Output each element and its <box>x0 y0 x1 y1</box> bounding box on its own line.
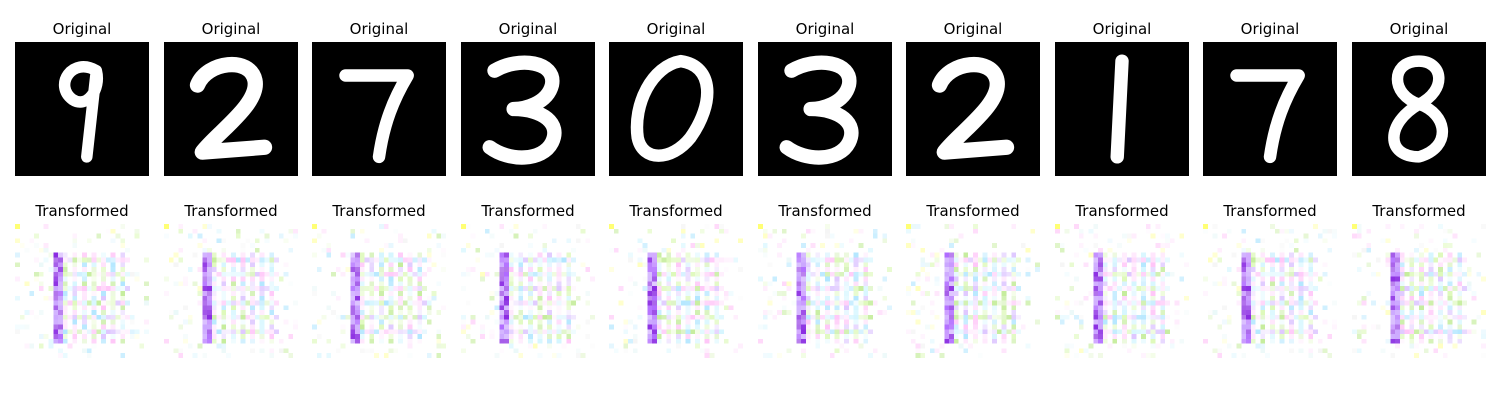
original-digit-image <box>906 42 1040 176</box>
transformed-title: Transformed <box>184 202 278 220</box>
digit-stroke-7 <box>339 69 414 164</box>
digit-stroke-3 <box>779 55 859 165</box>
original-title: Original <box>1092 20 1152 38</box>
original-digit-image <box>758 42 892 176</box>
digit-stroke-2 <box>189 57 273 160</box>
original-digit-image <box>312 42 446 176</box>
digit-svg <box>1388 55 1449 163</box>
transformed-image <box>1203 224 1337 358</box>
digit-stroke-9 <box>58 61 104 163</box>
original-digit-image <box>1203 42 1337 176</box>
transformed-image <box>1352 224 1486 358</box>
original-digit-image <box>609 42 743 176</box>
transformed-title: Transformed <box>1223 202 1317 220</box>
transformed-title: Transformed <box>1372 202 1466 220</box>
transformed-title: Transformed <box>1075 202 1169 220</box>
transformed-image <box>1055 224 1189 358</box>
digit-stroke-7 <box>1230 69 1305 164</box>
transformed-title: Transformed <box>926 202 1020 220</box>
digit-stroke-3 <box>482 55 562 165</box>
original-title: Original <box>1389 20 1449 38</box>
transformed-pixels-svg <box>1352 224 1486 358</box>
original-title: Original <box>201 20 261 38</box>
transformed-title: Transformed <box>629 202 723 220</box>
transformed-pixels-svg <box>164 224 298 358</box>
digit-svg <box>931 57 1015 160</box>
transformed-image <box>758 224 892 358</box>
digit-svg <box>1230 69 1305 164</box>
digit-svg <box>779 55 859 165</box>
transformed-pixels-svg <box>312 224 446 358</box>
original-title: Original <box>52 20 112 38</box>
digit-stroke-1 <box>1110 54 1129 164</box>
transformed-pixels-svg <box>15 224 149 358</box>
digit-svg <box>189 57 273 160</box>
original-digit-image <box>1352 42 1486 176</box>
transformed-image <box>906 224 1040 358</box>
transformed-image <box>312 224 446 358</box>
original-digit-image <box>461 42 595 176</box>
original-title: Original <box>943 20 1003 38</box>
original-title: Original <box>1240 20 1300 38</box>
transformed-pixels-svg <box>609 224 743 358</box>
digit-svg <box>58 61 104 163</box>
original-title: Original <box>646 20 706 38</box>
original-digit-image <box>1055 42 1189 176</box>
original-title: Original <box>795 20 855 38</box>
digit-stroke-8 <box>1388 55 1449 163</box>
original-title: Original <box>498 20 558 38</box>
transformed-title: Transformed <box>778 202 872 220</box>
transformed-pixels-svg <box>1055 224 1189 358</box>
transformed-title: Transformed <box>332 202 426 220</box>
original-title: Original <box>349 20 409 38</box>
transformed-image <box>164 224 298 358</box>
digit-svg <box>1110 54 1129 164</box>
transformed-title: Transformed <box>481 202 575 220</box>
transformed-pixels-svg <box>461 224 595 358</box>
transformed-pixels-svg <box>906 224 1040 358</box>
transformed-pixels-svg <box>758 224 892 358</box>
digit-svg <box>630 54 714 162</box>
transformed-image <box>609 224 743 358</box>
digit-svg <box>482 55 562 165</box>
transformed-pixels-svg <box>1203 224 1337 358</box>
digit-stroke-2 <box>931 57 1015 160</box>
transformed-image <box>461 224 595 358</box>
original-digit-image <box>15 42 149 176</box>
transformed-image <box>15 224 149 358</box>
transformed-title: Transformed <box>35 202 129 220</box>
digit-svg <box>339 69 414 164</box>
original-digit-image <box>164 42 298 176</box>
digit-stroke-0 <box>630 54 714 162</box>
